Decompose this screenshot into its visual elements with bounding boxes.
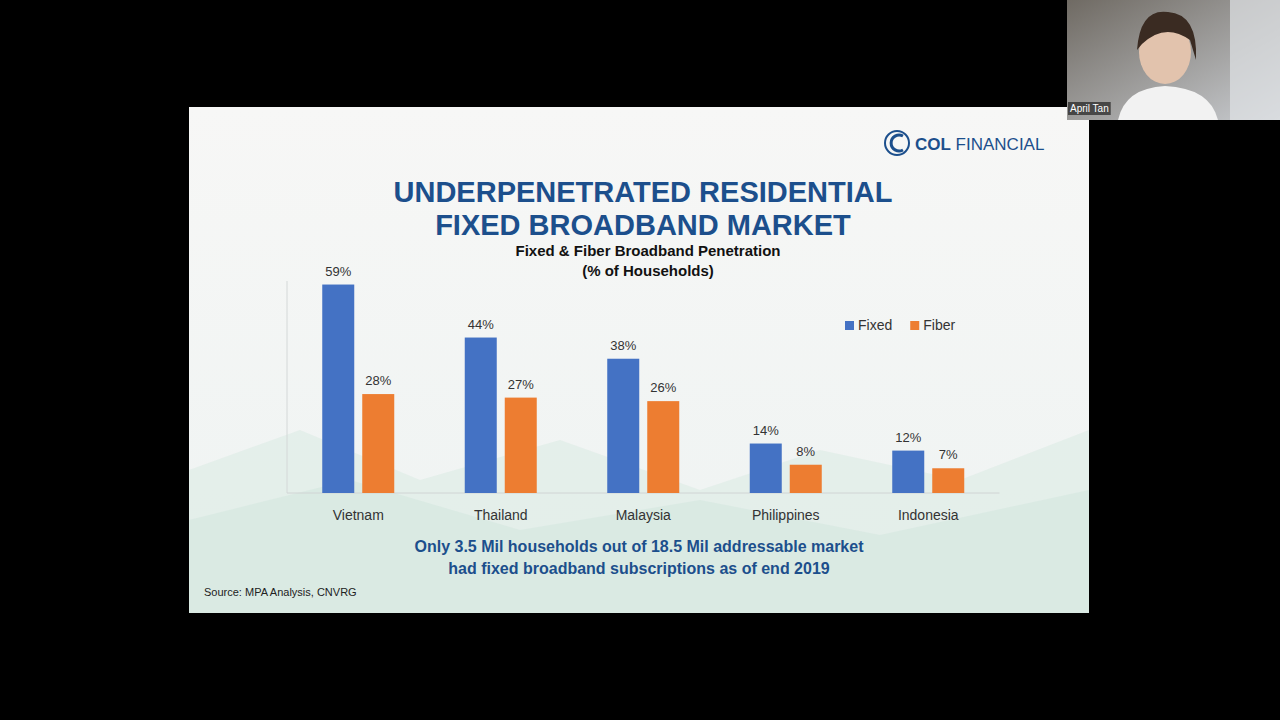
title: UNDERPENETRATED RESIDENTIAL (394, 176, 893, 208)
slide (189, 107, 1089, 613)
y-axis-line (287, 281, 288, 493)
logo-text: COL FINANCIAL (915, 135, 1044, 154)
data-label: 28% (365, 373, 391, 388)
logo-part: COL (915, 135, 951, 154)
x-tick-label: Malaysia (616, 507, 671, 523)
data-label: 26% (650, 380, 676, 395)
data-label: 38% (610, 338, 636, 353)
logo-icon (885, 131, 909, 155)
presenter-name-bg (1068, 102, 1111, 115)
logo-icon (891, 135, 903, 151)
legend-swatch (845, 321, 854, 330)
presenter-name: April Tan (1070, 103, 1109, 114)
webcam-window (1230, 0, 1280, 120)
x-tick-label: Philippines (752, 507, 820, 523)
slide-decor (189, 480, 1089, 613)
webcam (1067, 0, 1280, 120)
screen-bg (0, 0, 1280, 720)
data-label: 12% (895, 430, 921, 445)
bar (465, 338, 497, 493)
webcam-person (1137, 12, 1196, 60)
bar (750, 444, 782, 493)
annotation: had fixed broadband subscriptions as of … (448, 560, 830, 577)
title: FIXED BROADBAND MARKET (435, 209, 851, 241)
annotation: Only 3.5 Mil households out of 18.5 Mil … (414, 538, 864, 555)
subtitle: Fixed & Fiber Broadband Penetration (515, 242, 780, 259)
subtitle: (% of Households) (582, 262, 714, 279)
legend-label: Fixed (858, 317, 892, 333)
source: Source: MPA Analysis, CNVRG (204, 586, 357, 598)
data-label: 7% (939, 447, 958, 462)
bar (647, 401, 679, 493)
data-label: 14% (753, 423, 779, 438)
webcam-person (1118, 86, 1218, 120)
legend-swatch (910, 321, 919, 330)
logo-part: FINANCIAL (951, 135, 1045, 154)
x-tick-label: Indonesia (898, 507, 959, 523)
bars (322, 285, 964, 493)
bar (790, 465, 822, 493)
data-label: 27% (508, 377, 534, 392)
bar (362, 394, 394, 493)
x-tick-label: Vietnam (333, 507, 384, 523)
bar (892, 451, 924, 493)
bar (932, 468, 964, 493)
bar (607, 359, 639, 493)
data-label: 44% (468, 317, 494, 332)
bar (505, 398, 537, 493)
bar (322, 285, 354, 493)
data-label: 8% (796, 444, 815, 459)
legend-label: Fiber (923, 317, 955, 333)
screen: COL FINANCIAL UNDERPENETRATED RESIDENTIAL… (0, 0, 1280, 720)
data-label: 59% (325, 264, 351, 279)
x-tick-label: Thailand (474, 507, 528, 523)
